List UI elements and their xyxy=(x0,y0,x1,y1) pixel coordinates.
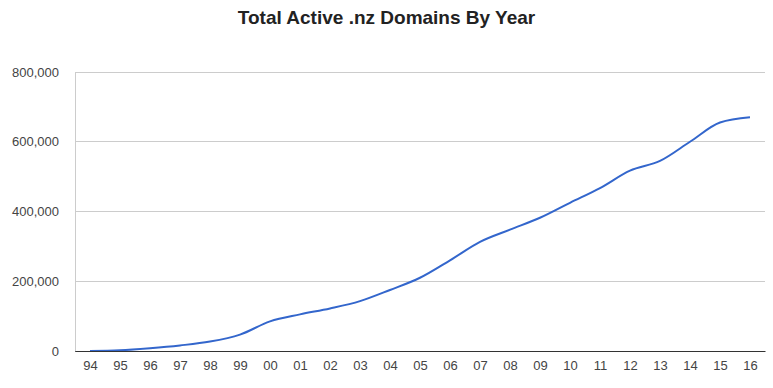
y-tick: 800,000 xyxy=(12,65,75,80)
x-tick-label: 04 xyxy=(383,358,397,373)
plot: 0200,000400,000600,000800,00094959697989… xyxy=(12,65,766,374)
title: Total Active .nz Domains By Year xyxy=(238,7,536,28)
y-tick-label: 800,000 xyxy=(12,65,59,80)
x-tick: 14 xyxy=(683,351,697,373)
x-tick-label: 15 xyxy=(713,358,727,373)
grid-line xyxy=(75,141,765,142)
x-tick-label: 07 xyxy=(473,358,487,373)
x-tick-label: 13 xyxy=(653,358,667,373)
grid-line xyxy=(75,281,765,282)
x-tick: 95 xyxy=(113,351,127,373)
chart: Total Active .nz Domains By Year 0 200,000… xyxy=(0,0,773,388)
grid-line xyxy=(75,72,765,73)
x-tick-label: 11 xyxy=(594,358,608,373)
x-tick: 09 xyxy=(533,351,547,373)
x-tick: 03 xyxy=(353,351,367,373)
x-axis: 94 95 96 97 98 99 00 01 02 03 04 05 06 07 08 09 10 11 12 13… xyxy=(76,351,766,373)
y-tick-label: 400,000 xyxy=(12,204,59,219)
x-tick-label: 09 xyxy=(533,358,547,373)
line xyxy=(90,117,750,351)
x-axis-line xyxy=(76,351,766,352)
x-tick: 06 xyxy=(443,351,457,373)
x-tick-label: 01 xyxy=(293,358,307,373)
x-tick: 01 xyxy=(293,351,307,373)
x-tick-label: 94 xyxy=(83,358,97,373)
x-tick: 12 xyxy=(623,351,637,373)
x-tick: 16 xyxy=(743,351,757,373)
x-tick: 10 xyxy=(563,351,577,373)
x-tick-label: 02 xyxy=(323,358,337,373)
x-tick-label: 96 xyxy=(143,358,157,373)
x-tick: 04 xyxy=(383,351,397,373)
x-tick-label: 12 xyxy=(623,358,637,373)
y-axis: 0 200,000 400,000 600,000 800,000 xyxy=(12,65,76,359)
x-tick-label: 97 xyxy=(173,358,187,373)
y-tick: 200,000 xyxy=(12,274,75,289)
grid-line xyxy=(75,211,765,212)
y-tick: 0 xyxy=(52,344,75,359)
x-tick-label: 14 xyxy=(683,358,697,373)
x-tick-label: 03 xyxy=(353,358,367,373)
x-tick: 05 xyxy=(413,351,427,373)
series xyxy=(90,117,750,351)
x-tick-label: 00 xyxy=(263,358,277,373)
x-tick: 96 xyxy=(143,351,157,373)
x-tick-label: 08 xyxy=(503,358,517,373)
x-tick: 97 xyxy=(173,351,187,373)
grid-line xyxy=(75,351,765,352)
x-tick: 08 xyxy=(503,351,517,373)
x-tick-label: 99 xyxy=(233,358,247,373)
x-tick: 00 xyxy=(263,351,277,373)
x-tick: 11 xyxy=(594,351,608,373)
x-tick: 98 xyxy=(203,351,217,373)
x-tick-label: 06 xyxy=(443,358,457,373)
y-tick: 600,000 xyxy=(12,134,75,149)
x-tick: 99 xyxy=(233,351,247,373)
y-tick-label: 0 xyxy=(52,344,59,359)
y-tick: 400,000 xyxy=(12,204,75,219)
x-tick-label: 95 xyxy=(113,358,127,373)
x-tick: 07 xyxy=(473,351,487,373)
x-tick-label: 98 xyxy=(203,358,217,373)
y-tick-label: 600,000 xyxy=(12,134,59,149)
x-tick-label: 10 xyxy=(563,358,577,373)
x-tick: 13 xyxy=(653,351,667,373)
grid xyxy=(75,72,765,351)
x-tick: 15 xyxy=(713,351,727,373)
y-tick-label: 200,000 xyxy=(12,274,59,289)
x-tick: 02 xyxy=(323,351,337,373)
x-tick-label: 05 xyxy=(413,358,427,373)
x-tick-label: 16 xyxy=(743,358,757,373)
x-tick: 94 xyxy=(83,351,97,373)
y-axis-line xyxy=(75,73,76,352)
